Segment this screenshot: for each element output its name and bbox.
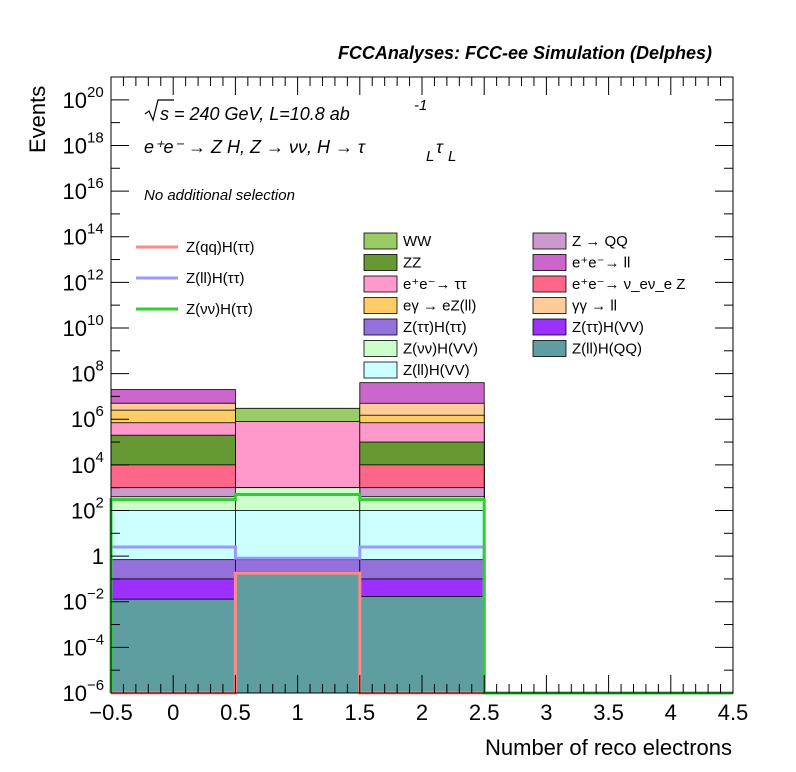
energy-exponent: -1 (414, 97, 427, 114)
process-text: e⁺e⁻ → Z H, Z → νν, H → τ (144, 137, 366, 157)
legend-label: e⁺e⁻→ ν_eν_e Z (572, 276, 685, 293)
legend-swatch (532, 232, 567, 250)
y-tick-label: 10 (63, 590, 87, 615)
x-tick-label: 4.5 (718, 700, 749, 725)
x-tick-label: 2.5 (469, 700, 500, 725)
legend-swatch (363, 297, 398, 314)
y-tick-label: 10 (63, 88, 87, 113)
process-sub-2: L (448, 148, 456, 165)
y-tick-label: 10 (63, 133, 87, 158)
legend-swatch (363, 318, 398, 336)
legend-swatch (363, 361, 398, 379)
legend-left: Z(qq)H(ττ) Z(ll)H(ττ) Z(νν)H(ττ) (136, 239, 255, 318)
legend-label: Z(ττ)H(VV) (572, 319, 644, 336)
legend-swatch (532, 297, 567, 314)
y-tick-label: 10 (63, 635, 87, 660)
legend-label: e⁺e⁻→ ττ (403, 276, 467, 293)
legend-swatch (363, 254, 398, 271)
legend-swatch (532, 275, 567, 293)
x-tick-label: 3.5 (593, 700, 624, 725)
y-tick-label: 10 (63, 270, 87, 295)
y-tick-exponent: 8 (96, 358, 104, 375)
legend-label: Z(ll)H(VV) (403, 362, 470, 379)
legend-label: Z(ττ)H(ττ) (403, 319, 467, 336)
x-tick-label: −0.5 (89, 700, 132, 725)
y-tick-exponent: −2 (87, 586, 104, 603)
x-tick-label: 1.5 (345, 700, 376, 725)
tick-layer (110, 77, 734, 694)
y-tick-exponent: 6 (96, 403, 104, 420)
y-tick-label: 10 (63, 681, 87, 706)
y-tick-label: 1 (92, 544, 104, 569)
legend-label: Z(ll)H(ττ) (186, 270, 245, 287)
legend-right: Z → QQ e⁺e⁻→ ll e⁺e⁻→ ν_eν_e Z γγ → ll Z(ττ)… (532, 232, 685, 358)
y-tick-label: 10 (71, 362, 95, 387)
legend-swatch (363, 232, 398, 250)
x-tick-label: 1 (291, 700, 303, 725)
energy-annotation: s = 240 GeV, L=10.8 ab (160, 104, 350, 124)
x-tick-labels: −0.5 0 0.5 1 1.5 2 2.5 3 3.5 4 4.5 (89, 700, 748, 725)
legend-label: ZZ (403, 255, 421, 272)
stack-layer (110, 382, 485, 694)
sqrt-symbol (144, 99, 174, 122)
y-tick-label: 10 (71, 498, 95, 523)
x-tick-label: 3 (540, 700, 552, 725)
legend-label: γγ → ll (572, 298, 617, 315)
y-tick-label: 10 (63, 316, 87, 341)
legend-swatch (532, 318, 567, 336)
y-tick-exponent: 16 (87, 175, 104, 192)
legend-label: WW (403, 233, 432, 250)
legend-swatch (532, 254, 567, 271)
y-tick-label: 10 (63, 225, 87, 250)
y-tick-exponent: 18 (87, 129, 104, 146)
y-tick-label: 10 (71, 407, 95, 432)
bar-z-ll-h-qq--bin-1 (234, 571, 361, 694)
y-tick-label: 10 (63, 179, 87, 204)
legend-swatch (363, 340, 398, 357)
legend-label: Z → QQ (572, 233, 628, 250)
y-tick-exponent: −4 (87, 631, 104, 648)
y-tick-exponent: 14 (87, 221, 104, 238)
legend-label: Z(νν)H(ττ) (186, 301, 253, 318)
line-z-h- (109, 493, 733, 695)
x-tick-label: 2 (416, 700, 428, 725)
chart-title: FCCAnalyses: FCC-ee Simulation (Delphes) (338, 43, 712, 63)
y-tick-exponent: 10 (87, 312, 104, 329)
legend-swatch (532, 340, 567, 357)
y-tick-exponent: 4 (96, 449, 104, 466)
process-tau-2: τ (436, 137, 444, 157)
selection-annotation: No additional selection (144, 187, 295, 204)
legend-swatch (363, 275, 398, 293)
x-tick-label: 0 (167, 700, 179, 725)
y-axis-title: Events (25, 86, 50, 153)
legend-label: e⁺e⁻→ ll (572, 255, 630, 272)
x-tick-label: 4 (665, 700, 677, 725)
process-sub-1: L (426, 148, 434, 165)
y-tick-exponent: 2 (96, 494, 104, 511)
legend-label: eγ → eZ(ll) (403, 298, 476, 315)
process-annotation: e⁺e⁻ → Z H, Z → νν, H → τ L τ L (144, 137, 456, 165)
legend-mid: WW ZZ e⁺e⁻→ ττ eγ → eZ(ll) Z(ττ)H(ττ) Z(νν)H(… (363, 232, 478, 379)
y-tick-exponent: 20 (87, 84, 104, 101)
x-tick-label: 0.5 (220, 700, 251, 725)
legend-label: Z(ll)H(QQ) (572, 341, 642, 358)
y-tick-exponent: 12 (87, 266, 104, 283)
legend-label: Z(νν)H(VV) (403, 341, 478, 358)
y-tick-label: 10 (71, 453, 95, 478)
y-tick-exponent: −6 (87, 677, 104, 694)
x-axis-title: Number of reco electrons (485, 735, 732, 760)
legend-label: Z(qq)H(ττ) (186, 239, 255, 256)
